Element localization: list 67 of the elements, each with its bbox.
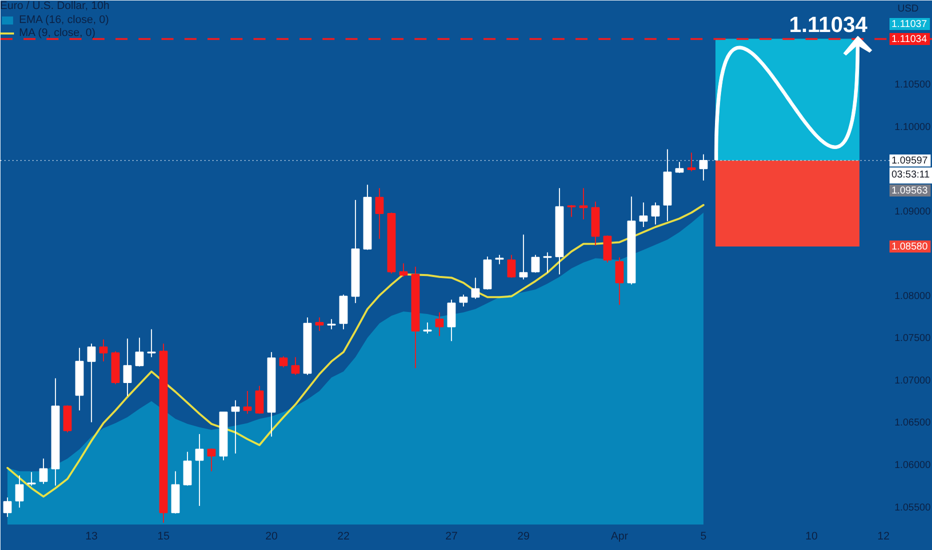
candlestick <box>579 188 588 220</box>
x-tick-label: 15 <box>157 530 170 542</box>
x-tick-label: Apr <box>610 530 628 542</box>
candlestick <box>531 254 540 274</box>
candlestick <box>123 338 132 397</box>
candlestick <box>39 458 48 484</box>
candlestick <box>135 337 144 367</box>
candlestick <box>99 338 108 362</box>
x-tick-label: 10 <box>805 530 818 542</box>
x-tick-label: 20 <box>265 530 278 542</box>
candlestick <box>543 252 552 274</box>
text: 1.09563 <box>892 185 928 196</box>
candlestick <box>519 234 528 280</box>
y-tick-label: 1.05500 <box>894 502 932 514</box>
x-tick-label: 29 <box>517 530 530 542</box>
candlestick <box>675 161 684 174</box>
candlestick <box>603 234 612 263</box>
candlestick <box>231 400 240 454</box>
x-tick-label: 12 <box>877 530 890 542</box>
candlestick <box>3 496 12 518</box>
candlestick <box>291 356 300 376</box>
candlestick <box>447 299 456 342</box>
y-tick-label: 1.06000 <box>894 460 932 471</box>
candlestick <box>639 202 648 228</box>
candlestick <box>255 385 264 414</box>
y-tick-label: 1.08000 <box>894 290 932 302</box>
text: 1.11037 <box>892 19 928 30</box>
candlestick <box>471 277 480 300</box>
y-tick-label: 1.10500 <box>894 80 932 91</box>
candlestick <box>315 316 324 332</box>
y-tick-label: 1.06500 <box>894 418 932 429</box>
y-tick-label: 1.07000 <box>894 375 932 386</box>
chart-title: Euro / U.S. Dollar, 10h <box>0 0 110 12</box>
y-axis-title: USD <box>898 4 919 14</box>
candlestick <box>147 328 156 358</box>
candlestick <box>435 312 444 337</box>
candlestick <box>207 448 216 472</box>
x-tick-label: 22 <box>337 530 350 542</box>
y-tick-label: 1.07500 <box>894 333 932 344</box>
annotation: 1.11034 <box>789 12 868 37</box>
candlestick <box>243 390 252 414</box>
candlestick <box>183 451 192 486</box>
candlestick <box>459 294 468 307</box>
x-tick-label: 13 <box>85 530 98 542</box>
ref-line-label: 1.09597 <box>892 155 928 166</box>
y-tick-label: 1.10000 <box>894 122 932 133</box>
candlestick <box>399 262 408 278</box>
candlestick <box>15 474 24 508</box>
x-tick-label: 27 <box>445 530 458 542</box>
candlestick <box>195 434 204 506</box>
candlestick <box>375 188 384 240</box>
candlestick <box>279 356 288 368</box>
candlestick <box>507 254 516 278</box>
candlestick <box>687 152 696 172</box>
candlestick <box>27 472 36 486</box>
text: 1.08580 <box>892 241 928 252</box>
candlestick <box>327 318 336 330</box>
candlestick <box>651 202 660 225</box>
x-tick-label: 5 <box>700 530 707 542</box>
legend-label: EMA (16, close, 0) <box>19 14 109 26</box>
y-tick-label: 1.09000 <box>894 206 932 218</box>
ref-line-label: 1.11034 <box>892 34 928 46</box>
candlestick <box>87 343 96 423</box>
candlestick <box>615 256 624 306</box>
candlestick <box>423 322 432 334</box>
legend-label: MA (9, close, 0) <box>19 27 96 39</box>
text: 03:53:11 <box>892 169 930 180</box>
